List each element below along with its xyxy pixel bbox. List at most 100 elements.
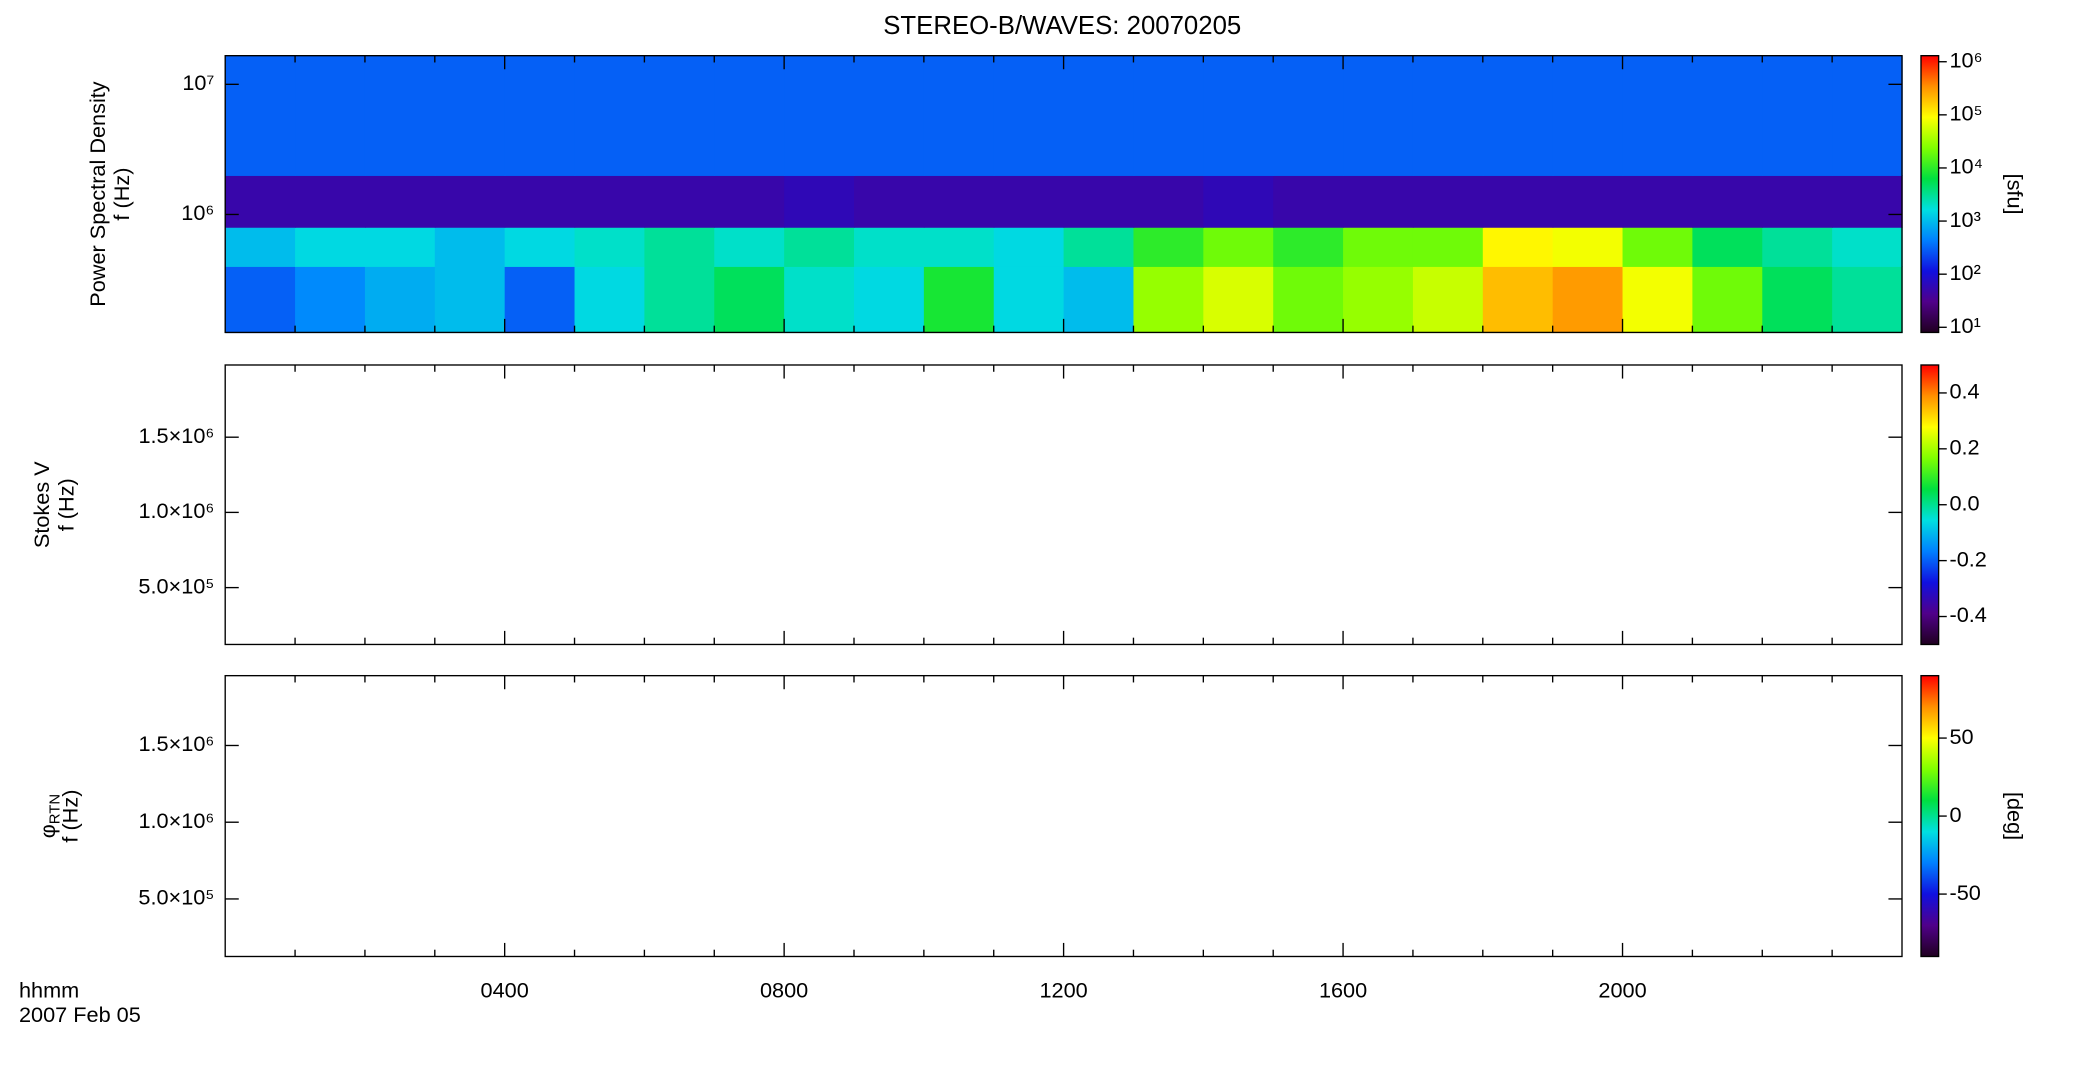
heatmap-cell (1273, 175, 1344, 228)
y-axis-unit: f (Hz) (58, 790, 83, 843)
heatmap-cell (1762, 175, 1833, 228)
heatmap-cell (1832, 175, 1903, 228)
heatmap-cell (364, 266, 436, 334)
heatmap-cell (504, 55, 576, 176)
colorbar-tick-label: 10² (1949, 260, 1980, 285)
heatmap-cell (1343, 55, 1414, 176)
heatmap-cell (434, 266, 506, 334)
colorbar-tick-label: 0.4 (1949, 379, 1979, 404)
heatmap-cell (784, 227, 855, 267)
heatmap-cell (574, 175, 646, 228)
heatmap-cell (504, 227, 576, 267)
colorbar (1920, 675, 1939, 957)
heatmap-cell (1482, 266, 1554, 334)
y-tick-label: 10⁷ (182, 70, 214, 95)
heatmap-cell (1622, 175, 1694, 228)
heatmap-cell (434, 227, 506, 267)
y-tick-label: 1.0×10⁶ (138, 808, 214, 833)
heatmap-cell (644, 227, 715, 267)
heatmap-cell (1692, 175, 1763, 228)
colorbar-label: [sfu] (2003, 174, 2028, 215)
colorbar-tick-label: 0 (1949, 802, 1961, 827)
colorbar-frame (1920, 55, 1940, 334)
colorbar-tick-label: 10³ (1949, 207, 1980, 232)
heatmap-cell (1482, 227, 1554, 267)
heatmap-cell (1063, 266, 1135, 334)
colorbar-tick-label: 50 (1949, 724, 1973, 749)
heatmap-cell (784, 55, 855, 176)
heatmap-cell (1832, 55, 1903, 176)
heatmap-cell (1692, 227, 1763, 267)
colorbar-label: [deg] (2003, 792, 2028, 840)
heatmap-cell (225, 55, 296, 176)
y-axis-label: f (Hz) (109, 168, 134, 221)
heatmap-cell (1273, 55, 1344, 176)
heatmap-cell (1203, 266, 1274, 334)
heatmap-cell (714, 266, 785, 334)
colorbar (1920, 364, 1939, 645)
heatmap-cell (1412, 175, 1484, 228)
heatmap-cell (1622, 55, 1694, 176)
heatmap-cell (1692, 266, 1763, 334)
heatmap-cell (574, 266, 646, 334)
heatmap-cell (1692, 55, 1763, 176)
heatmap-cell (644, 266, 715, 334)
heatmap-cell (923, 266, 995, 334)
heatmap-cell (1063, 55, 1135, 176)
plot-frame (224, 674, 1903, 958)
y-axis-symbol: φ (35, 824, 60, 838)
heatmap-cell (923, 227, 995, 267)
colorbar-tick-label: -0.2 (1949, 546, 1986, 571)
heatmap-cell (644, 175, 715, 228)
heatmap-cell (993, 266, 1065, 334)
heatmap-cell (1063, 175, 1135, 228)
heatmap-cell (993, 227, 1065, 267)
heatmap-cell (714, 55, 785, 176)
heatmap-cell (1552, 55, 1624, 176)
heatmap-cell (1412, 266, 1484, 334)
y-tick-label: 1.5×10⁶ (138, 731, 214, 756)
y-axis-label: φRTN (35, 794, 64, 838)
heatmap-cell (1832, 227, 1903, 267)
heatmap-cell (923, 55, 995, 176)
heatmap-cell (574, 227, 646, 267)
heatmap-cell (1133, 55, 1205, 176)
colorbar-tick-label: 0.0 (1949, 490, 1979, 515)
colorbar-tick-label: 0.2 (1949, 435, 1979, 460)
heatmap-cell (1273, 266, 1344, 334)
x-axis-date: 2007 Feb 05 (19, 1002, 141, 1027)
x-tick-label: 0400 (481, 977, 529, 1002)
heatmap-cell (1203, 55, 1274, 176)
heatmap-cell (1203, 227, 1274, 267)
y-tick-label: 10⁶ (181, 200, 214, 225)
heatmap-cell (1273, 227, 1344, 267)
heatmap-cell (295, 55, 366, 176)
y-axis-label: f (Hz) (54, 478, 79, 531)
heatmap-cell (364, 175, 436, 228)
heatmap-cell (714, 227, 785, 267)
colorbar-tick-label: 10¹ (1949, 313, 1980, 338)
heatmap-cell (574, 55, 646, 176)
heatmap-cell (504, 266, 576, 334)
colorbar-tick-label: 10⁶ (1949, 47, 1982, 72)
heatmap-cell (1552, 227, 1624, 267)
colorbar-tick-label: 10⁵ (1949, 101, 1982, 126)
heatmap-cell (1063, 227, 1135, 267)
y-tick-label: 1.0×10⁶ (138, 498, 214, 523)
heatmap-cell (1133, 266, 1205, 334)
heatmap-cell (1762, 266, 1833, 334)
heatmap-cell (1762, 55, 1833, 176)
heatmap-cell (1412, 227, 1484, 267)
y-tick-label: 5.0×10⁵ (138, 573, 214, 598)
y-axis-label: Power Spectral Density (85, 81, 110, 307)
heatmap-cell (644, 55, 715, 176)
x-axis-label: hhmm (19, 977, 79, 1002)
heatmap-cell (295, 266, 366, 334)
heatmap-cell (854, 55, 925, 176)
heatmap-cell (295, 227, 366, 267)
heatmap-cell (225, 266, 296, 334)
heatmap-cell (225, 227, 296, 267)
y-axis-label: Stokes V (29, 461, 54, 548)
colorbar-tick-label: -0.4 (1949, 602, 1986, 627)
heatmap-cell (1622, 227, 1694, 267)
